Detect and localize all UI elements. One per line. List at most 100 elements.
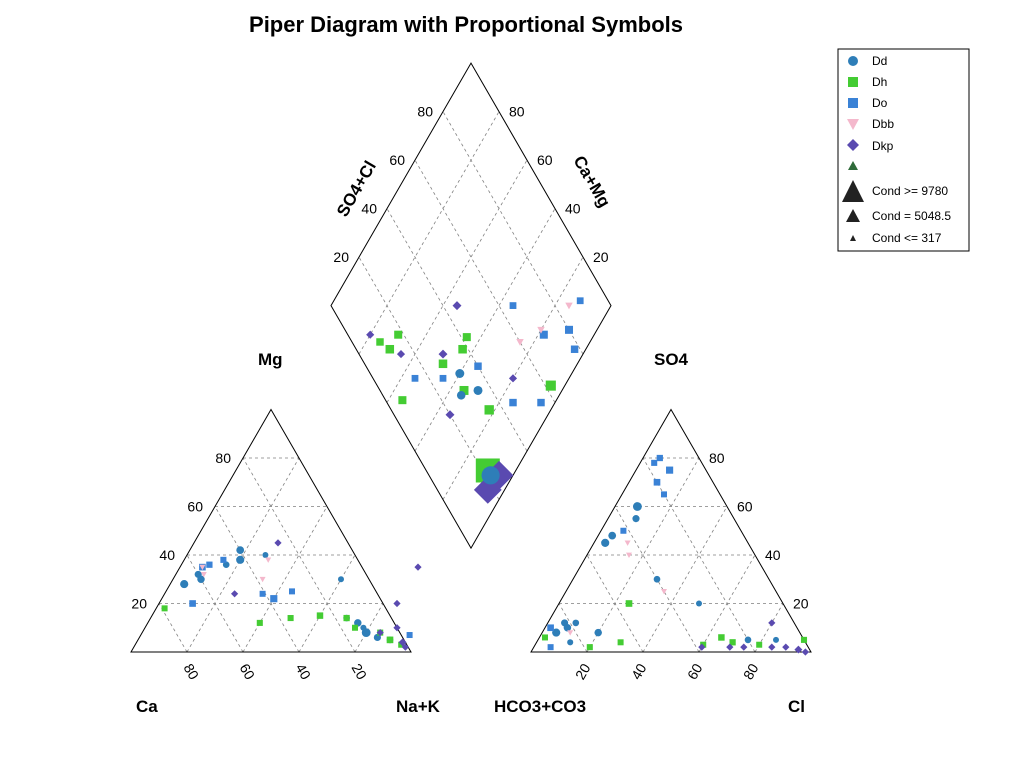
cation-grid-nak-80 — [354, 603, 384, 653]
anion-point-8 — [594, 628, 602, 637]
tick-so4-80: 80 — [709, 450, 725, 466]
legend-marker-dkp — [847, 139, 859, 151]
cation-point-30 — [406, 632, 413, 639]
tick-ca-40: 40 — [293, 661, 315, 683]
cation-top-label: Mg — [258, 350, 283, 369]
cation-point-32 — [199, 564, 206, 571]
tick-cl-80: 80 — [740, 661, 762, 683]
cation-point-2 — [194, 570, 202, 578]
frame-layer — [130, 62, 812, 653]
anion-point-0 — [552, 628, 561, 637]
cation-grid-nak-20 — [186, 457, 300, 653]
anion-point-6 — [696, 600, 702, 607]
diamond-frame — [330, 62, 612, 550]
anion-point-22 — [586, 644, 593, 651]
anion-point-23 — [653, 478, 661, 486]
legend-marker-do — [848, 98, 858, 108]
anion-point-7 — [744, 636, 752, 644]
cation-point-11 — [373, 633, 381, 642]
anion-point-28 — [666, 466, 674, 474]
diamond-grid-c-60 — [386, 159, 528, 403]
anion-point-4 — [608, 531, 617, 540]
diamond-point-20 — [537, 398, 545, 407]
tick-camg-60: 60 — [537, 152, 553, 168]
anion-point-33 — [661, 588, 667, 595]
tick-so4cl-20: 20 — [333, 249, 349, 265]
anion-grid-hco3-60 — [586, 554, 644, 653]
anion-point-12 — [653, 575, 661, 583]
cation-point-40 — [401, 643, 409, 651]
legend-size-small: Cond <= 317 — [850, 231, 942, 245]
cation-point-16 — [316, 612, 324, 619]
anion-point-13 — [773, 636, 779, 643]
cation-point-39 — [398, 638, 407, 647]
tick-mg-80: 80 — [215, 450, 231, 466]
anion-point-27 — [620, 527, 627, 534]
diamond-point-30 — [445, 410, 455, 420]
anion-point-15 — [700, 641, 707, 648]
diamond-point-26 — [576, 297, 584, 305]
diamond-point-10 — [394, 330, 403, 339]
anion-grid-cl-20 — [586, 457, 700, 653]
legend-box — [837, 48, 970, 252]
legend-marker-dh — [848, 77, 858, 87]
diamond-point-23 — [439, 374, 447, 382]
anion-point-25 — [656, 454, 663, 462]
legend-item-dd: Dd — [848, 54, 887, 68]
cation-point-18 — [352, 624, 358, 631]
cation-point-42 — [414, 563, 422, 571]
cation-point-0 — [180, 580, 189, 589]
legend: Dd Dh Do Dbb Dkp Cond >= 9780 Cond = 504… — [837, 48, 970, 252]
anion-left-label: HCO3+CO3 — [494, 697, 586, 716]
anion-point-20 — [625, 600, 633, 607]
diamond-point-24 — [411, 374, 419, 382]
cation-point-15 — [287, 615, 294, 622]
diamond-point-7 — [438, 359, 448, 369]
legend-size-medium-marker — [846, 209, 860, 222]
legend-item-dh: Dh — [848, 75, 887, 89]
tick-cl-20: 20 — [572, 661, 594, 683]
legend-marker-dbb — [847, 119, 859, 130]
cation-point-29 — [189, 600, 196, 607]
cation-grid-nak-40 — [242, 506, 328, 653]
diamond-point-31 — [452, 301, 462, 311]
diamond-grid-a-20 — [358, 256, 500, 500]
cation-point-5 — [222, 561, 230, 569]
tick-ca-80: 80 — [181, 661, 203, 683]
anion-triangle-frame — [530, 408, 812, 653]
legend-size-large-marker — [842, 180, 864, 202]
anion-top-label: SO4 — [654, 350, 689, 369]
anion-point-40 — [740, 643, 748, 651]
legend-item-dbb: Dbb — [847, 117, 894, 131]
cation-point-33 — [259, 576, 266, 583]
diamond-grid-a-40 — [386, 208, 528, 452]
tick-ca-60: 60 — [237, 661, 259, 683]
cation-point-24 — [220, 556, 227, 563]
cation-point-31 — [265, 557, 272, 563]
diamond-point-14 — [455, 369, 465, 378]
tick-camg-40: 40 — [565, 201, 581, 217]
diamond-point-28 — [516, 338, 524, 346]
anion-point-16 — [718, 634, 725, 641]
diamond-grid-a-60 — [414, 159, 556, 403]
diamond-point-19 — [570, 345, 579, 353]
cation-point-38 — [376, 629, 384, 637]
cation-point-28 — [270, 595, 278, 603]
diamond-grid-c-40 — [414, 208, 556, 452]
diamond-point-12 — [398, 396, 407, 405]
diamond-point-15 — [473, 385, 483, 395]
diamond-grid-a-80 — [442, 111, 584, 355]
legend-size-large: Cond >= 9780 — [842, 180, 948, 202]
tick-ca-20: 20 — [349, 661, 371, 683]
cation-grid-ca-20 — [242, 457, 356, 653]
tick-so4-60: 60 — [737, 499, 753, 515]
cation-point-34 — [200, 572, 207, 578]
cation-point-22 — [256, 619, 263, 626]
tick-mg-40: 40 — [159, 547, 175, 563]
cation-point-13 — [338, 576, 344, 583]
anion-right-label: Cl — [788, 697, 805, 716]
anion-point-29 — [547, 624, 554, 632]
cation-point-3 — [236, 555, 245, 564]
cation-grid-ca-40 — [214, 506, 300, 653]
anion-point-32 — [626, 552, 632, 559]
